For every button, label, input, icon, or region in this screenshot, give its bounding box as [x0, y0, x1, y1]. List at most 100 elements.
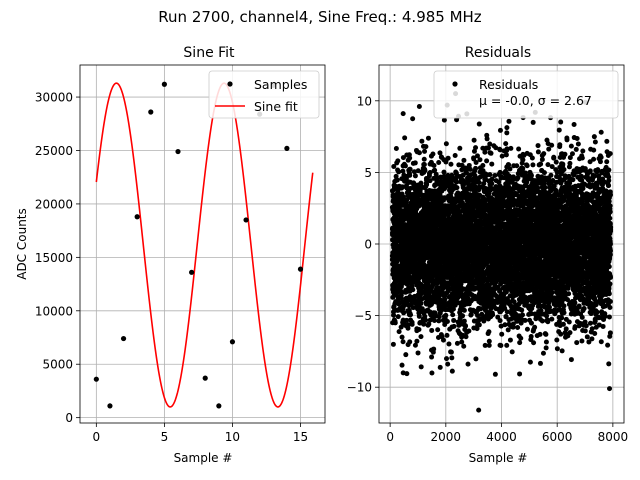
- residual-point: [396, 329, 402, 335]
- residual-point: [392, 320, 398, 326]
- residual-point: [509, 349, 515, 355]
- residual-point: [416, 313, 422, 319]
- residual-point: [446, 341, 452, 347]
- residual-point: [403, 352, 409, 358]
- residual-point: [488, 150, 494, 156]
- residual-point: [423, 144, 429, 150]
- residual-point: [421, 156, 427, 162]
- residual-point: [394, 177, 400, 183]
- sample-point: [107, 403, 113, 409]
- residual-point: [506, 118, 512, 124]
- residual-point: [393, 145, 399, 151]
- sine-fit-ytick-label: 5000: [42, 358, 73, 372]
- residual-point: [402, 163, 408, 169]
- residual-point: [476, 322, 482, 328]
- residual-point: [407, 172, 413, 178]
- sample-point: [297, 266, 304, 272]
- residual-point: [422, 168, 428, 174]
- sine-fit-ytick-label: 15000: [35, 251, 73, 265]
- sine-fit-xtick-label: 5: [161, 430, 169, 444]
- residual-point: [415, 168, 421, 174]
- sample-point: [134, 214, 140, 220]
- residual-point: [408, 312, 414, 318]
- residual-point: [486, 329, 492, 335]
- residual-point: [498, 342, 504, 348]
- residual-point: [452, 152, 458, 158]
- residual-point: [402, 135, 408, 141]
- sine-fit-grid: [80, 65, 325, 423]
- residual-point: [481, 318, 487, 324]
- residual-point: [461, 307, 467, 313]
- residual-point: [427, 169, 433, 175]
- residual-point: [444, 319, 450, 325]
- residual-point: [473, 165, 479, 171]
- residual-point: [477, 157, 483, 163]
- residual-point: [422, 148, 428, 154]
- sine-fit-xtick-label: 15: [293, 430, 308, 444]
- residual-point: [418, 300, 424, 306]
- sine-fit-legend: Samples Sine fit: [208, 70, 320, 119]
- residual-point: [490, 312, 496, 318]
- residual-point: [404, 317, 410, 323]
- residual-point: [410, 287, 416, 293]
- residual-point: [418, 364, 424, 370]
- residual-point: [515, 324, 521, 330]
- residual-point: [415, 350, 421, 356]
- residual-point: [524, 163, 530, 169]
- figure-suptitle: Run 2700, channel4, Sine Freq.: 4.985 MH…: [158, 8, 482, 26]
- residual-point: [516, 146, 522, 152]
- residual-point: [471, 137, 477, 143]
- residual-point: [391, 163, 397, 169]
- residual-point: [451, 323, 457, 329]
- residual-point: [401, 310, 407, 316]
- residual-point: [451, 317, 457, 323]
- residual-point: [497, 169, 503, 175]
- residual-point: [429, 327, 435, 333]
- residual-point: [407, 155, 413, 161]
- residual-point: [436, 160, 442, 166]
- residual-point: [412, 342, 418, 348]
- sine-fit-xtick-label: 10: [225, 430, 240, 444]
- residual-point: [504, 125, 510, 131]
- residual-point: [522, 317, 528, 323]
- residual-point: [398, 290, 404, 296]
- residual-point: [467, 166, 473, 172]
- residual-point: [391, 312, 397, 318]
- residual-point: [520, 157, 526, 163]
- sample-point: [148, 109, 154, 115]
- residual-point: [410, 116, 416, 122]
- residual-point: [429, 354, 435, 360]
- sine-fit-ytick-label: 25000: [35, 144, 73, 158]
- residual-point: [465, 361, 471, 367]
- residual-point: [400, 155, 406, 161]
- residual-point: [497, 127, 503, 133]
- residual-point: [414, 338, 420, 344]
- residual-point: [487, 172, 493, 178]
- sample-point: [284, 145, 290, 151]
- residual-point: [399, 362, 405, 368]
- residual-point: [517, 340, 523, 346]
- sample-point: [202, 375, 208, 381]
- residual-point: [504, 130, 510, 136]
- sample-point: [243, 217, 249, 223]
- sine-fit-ytick-label: 0: [65, 411, 73, 425]
- residual-point: [444, 356, 450, 362]
- residual-point: [476, 180, 482, 186]
- residual-point: [405, 322, 411, 328]
- residual-point: [503, 152, 509, 158]
- residual-point: [435, 327, 441, 333]
- residual-point: [416, 150, 422, 156]
- residual-point: [425, 135, 431, 141]
- residual-point: [426, 321, 432, 327]
- residual-point: [460, 313, 466, 319]
- sine-fit-curve: [95, 82, 314, 408]
- residual-point: [476, 121, 482, 127]
- residual-point: [395, 314, 401, 320]
- legend-samples-label: Samples: [254, 77, 307, 92]
- sample-point: [216, 403, 222, 409]
- residual-point: [463, 323, 469, 329]
- residual-point: [461, 157, 467, 163]
- residuals-data: [389, 91, 614, 413]
- residual-point: [463, 334, 469, 340]
